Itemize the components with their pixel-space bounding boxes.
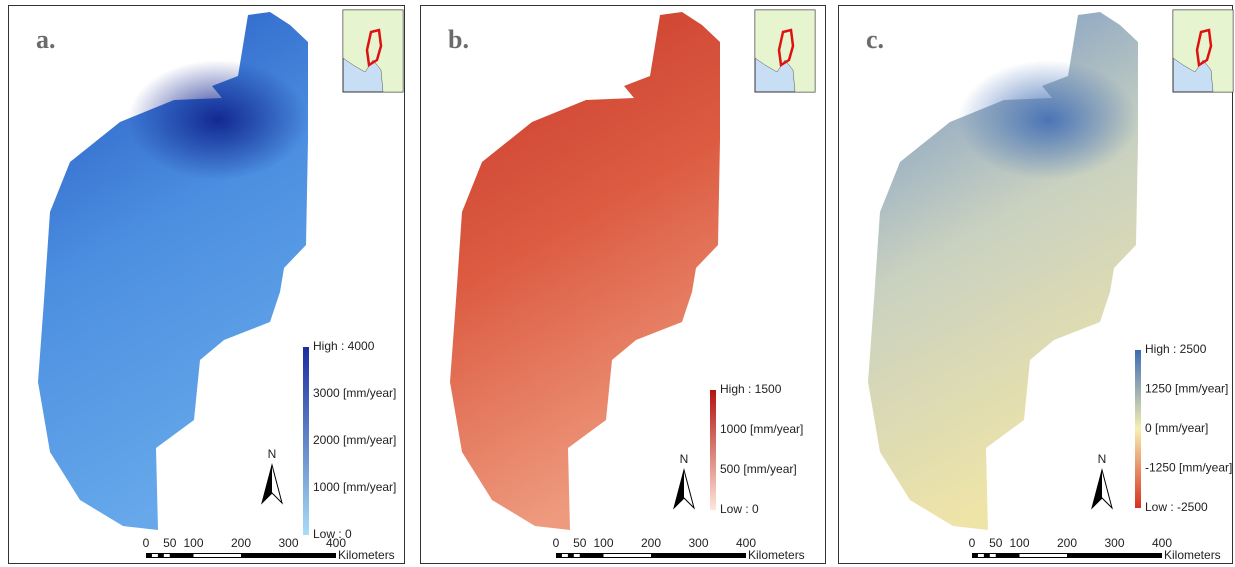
legend-label: High : 4000 (313, 339, 375, 353)
north-arrow-half (262, 465, 272, 503)
inset-map (342, 9, 404, 93)
scale-tick-label: 400 (1152, 536, 1172, 550)
scale-tick-label: 400 (326, 536, 346, 550)
scale-tick-label: 200 (1057, 536, 1077, 550)
inset-outline (777, 28, 795, 68)
scale-tick-label: 50 (573, 536, 587, 550)
north-arrow-half (1092, 470, 1102, 508)
rain-max-area (958, 60, 1138, 180)
legend-label: -1250 [mm/year] (1145, 461, 1232, 475)
scale-tick-label: 300 (278, 536, 298, 550)
legend-label: High : 2500 (1145, 342, 1207, 356)
scale-tick-label: 0 (553, 536, 560, 550)
scale-tick-label: 100 (183, 536, 203, 550)
inset-land (1172, 9, 1234, 93)
legend-label: 3000 [mm/year] (313, 386, 396, 400)
scale-bar-gap (977, 554, 984, 557)
legend-label: 1000 [mm/year] (313, 480, 396, 494)
scale-bar-gap (151, 554, 158, 557)
scale-bar-gap (561, 554, 568, 557)
legend-ramp (303, 347, 309, 535)
inset-land (342, 9, 404, 93)
panel-label: b. (448, 25, 469, 54)
scale-tick-label: 200 (231, 536, 251, 550)
inset-map (1172, 9, 1234, 93)
scale-bar-gap (193, 554, 241, 557)
legend-label: 1000 [mm/year] (720, 422, 803, 436)
scale-unit: Kilometers (338, 548, 395, 562)
north-label: N (1098, 452, 1107, 466)
panel-label: c. (866, 25, 884, 54)
scale-bar-gap (1019, 554, 1067, 557)
legend-label: High : 1500 (720, 382, 782, 396)
rain-max-area (128, 60, 308, 180)
legend-label: 1250 [mm/year] (1145, 382, 1228, 396)
scale-tick-label: 300 (1104, 536, 1124, 550)
scale-bar-gap (603, 554, 651, 557)
inset-land (754, 9, 816, 93)
scale-unit: Kilometers (748, 548, 805, 562)
scale-tick-label: 50 (163, 536, 177, 550)
legend-label: Low : 0 (313, 527, 352, 541)
panel-label: a. (36, 25, 56, 54)
inset-map (754, 9, 816, 93)
map-panel: a. High : 4000 3000 [mm/year] 2000 [mm/year… (8, 5, 405, 564)
scale-tick-label: 100 (1009, 536, 1029, 550)
scale-bar-gap (989, 554, 996, 557)
scale-tick-label: 200 (641, 536, 661, 550)
scale-tick-label: 400 (736, 536, 756, 550)
scale-tick-label: 300 (688, 536, 708, 550)
scale-tick-label: 0 (969, 536, 976, 550)
region (450, 12, 720, 530)
scale-tick-label: 0 (143, 536, 150, 550)
scale-bar-gap (573, 554, 580, 557)
north-label: N (680, 452, 689, 466)
legend-label: 500 [mm/year] (720, 462, 797, 476)
map-panel: c. High : 2500 1250 [mm/year] 0 [mm/year] -1… (838, 5, 1234, 564)
inset-outline (365, 28, 383, 68)
legend-label: 0 [mm/year] (1145, 421, 1208, 435)
north-arrow-half (674, 470, 684, 508)
map-panel: b. High : 1500 1000 [mm/year] 500 [mm/year]… (420, 5, 826, 564)
inset-outline (1195, 28, 1213, 68)
legend-label: Low : 0 (720, 502, 759, 516)
legend-ramp (1135, 350, 1141, 508)
scale-tick-label: 50 (989, 536, 1003, 550)
scale-tick-label: 100 (593, 536, 613, 550)
legend-label: Low : -2500 (1145, 500, 1208, 514)
scale-unit: Kilometers (1164, 548, 1221, 562)
legend-ramp (710, 390, 716, 510)
north-label: N (268, 447, 277, 461)
legend-label: 2000 [mm/year] (313, 433, 396, 447)
scale-bar-gap (163, 554, 170, 557)
